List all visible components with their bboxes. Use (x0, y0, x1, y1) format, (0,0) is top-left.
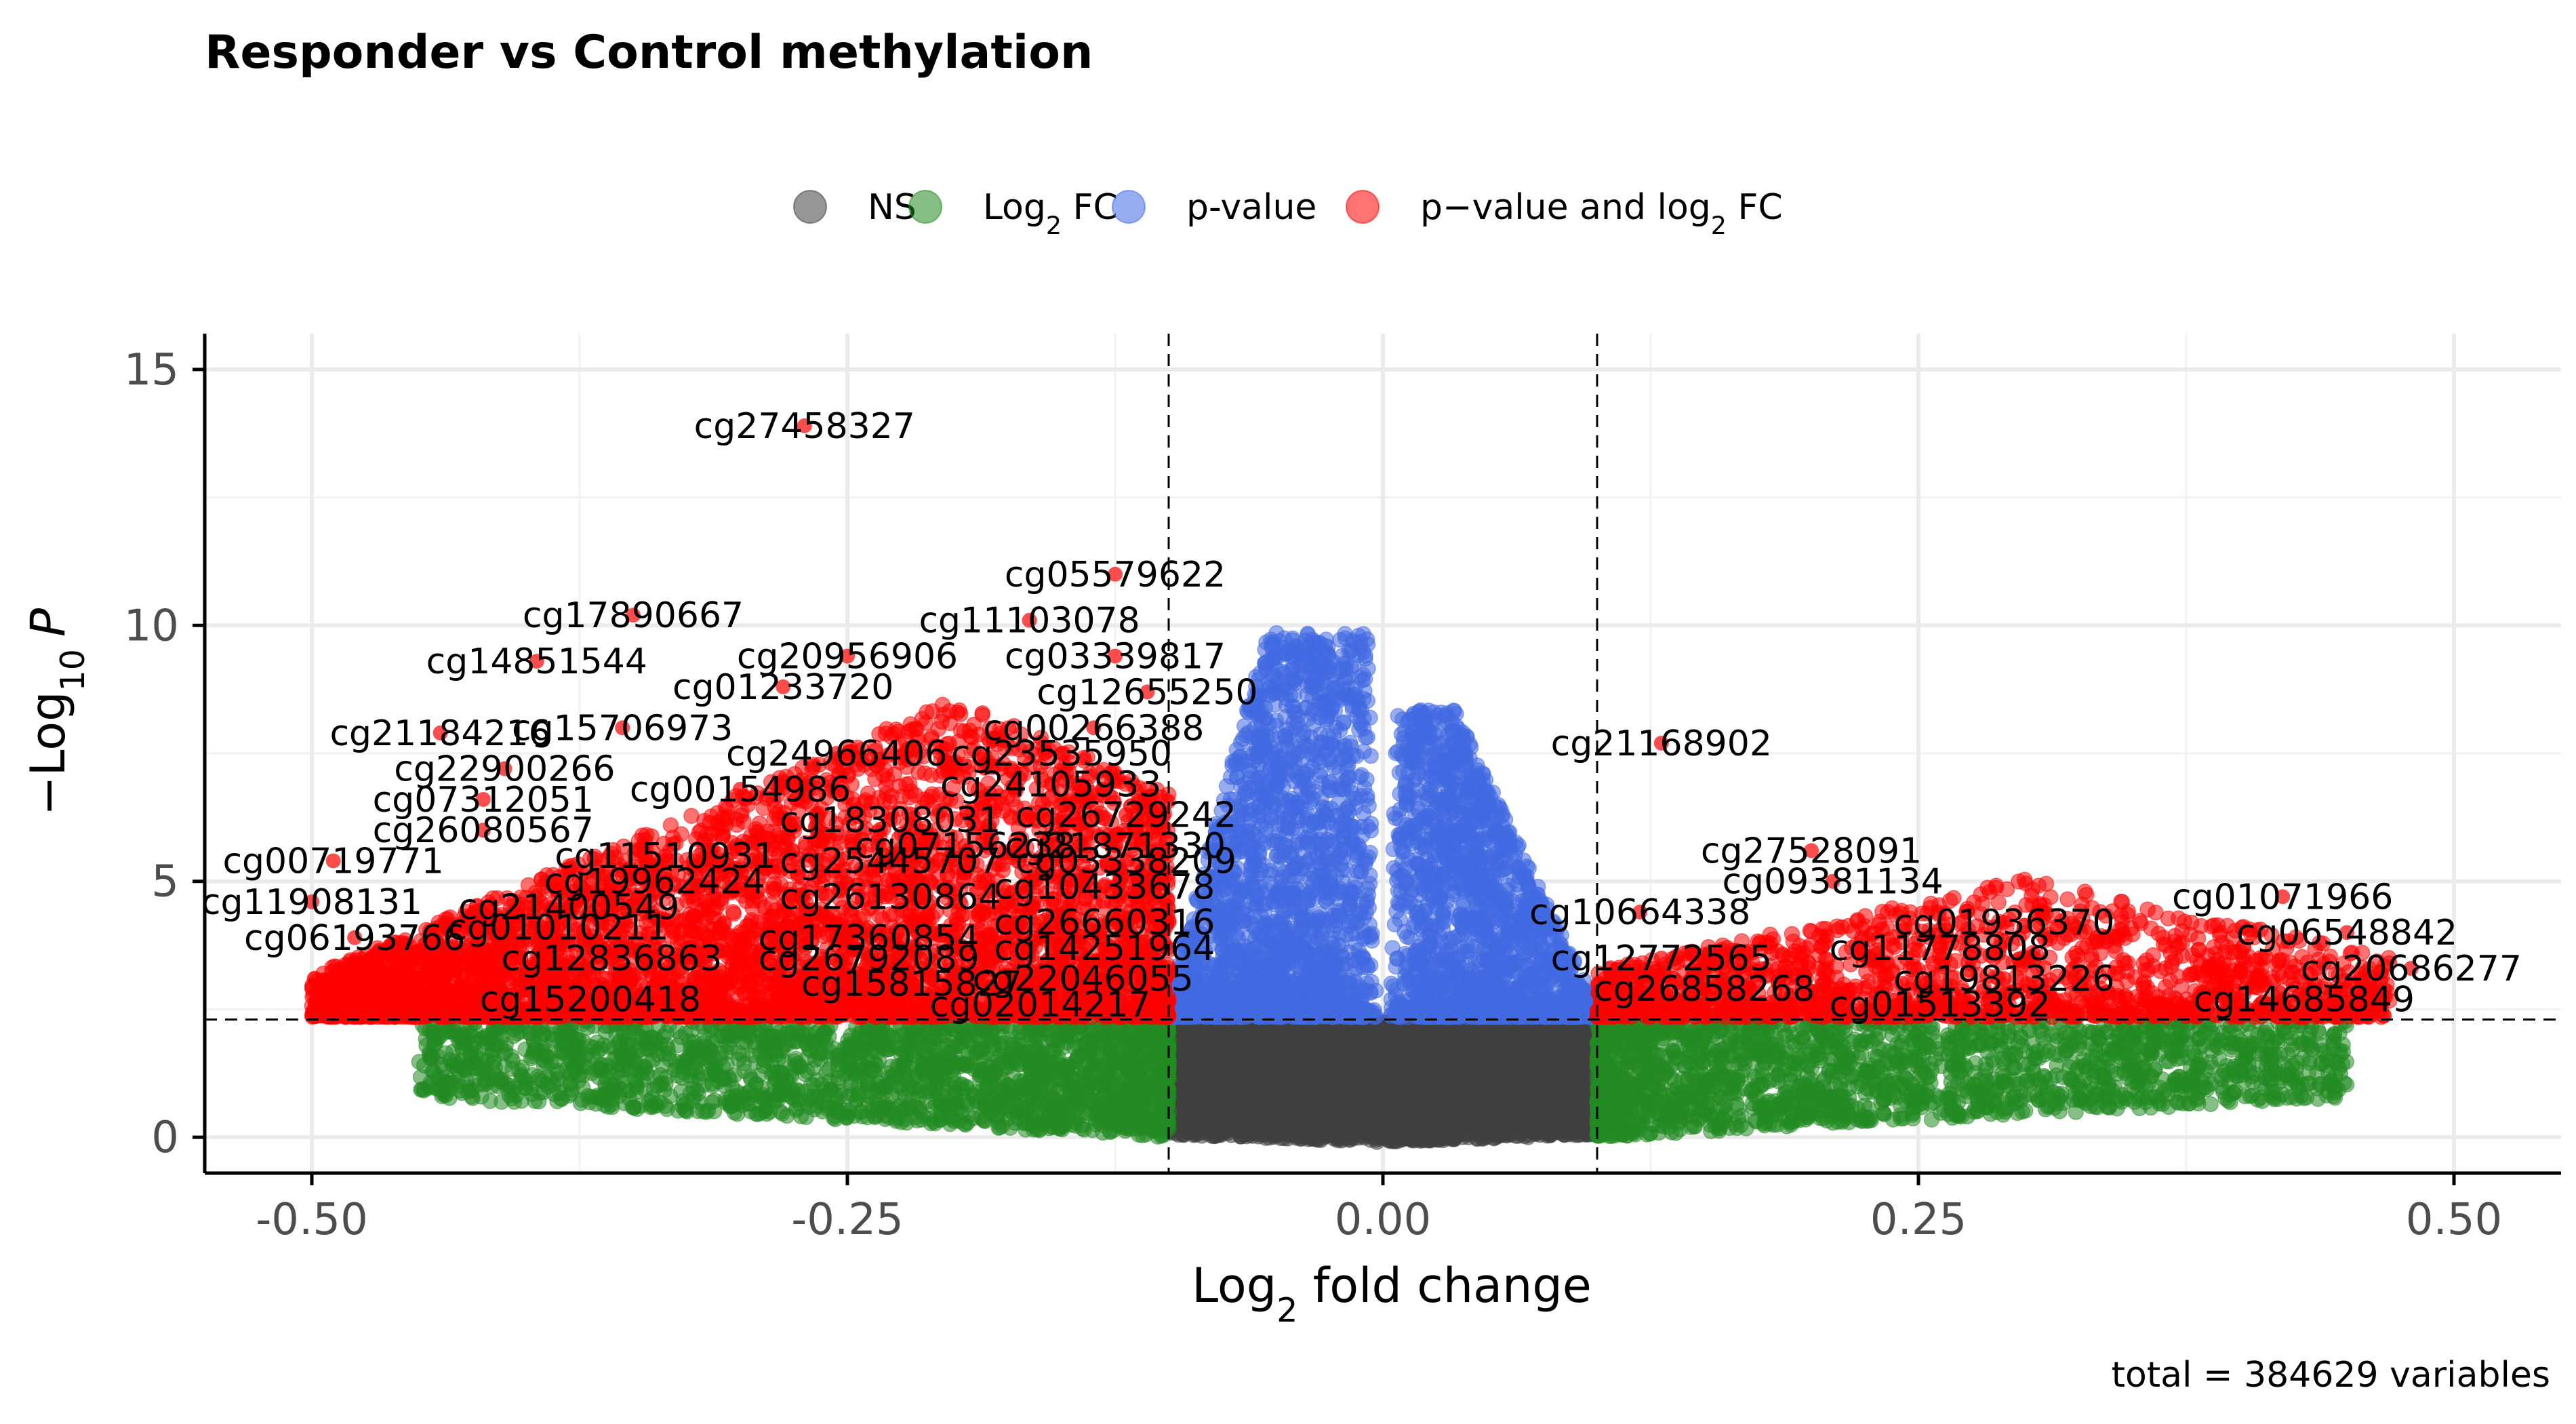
legend-key-fc (908, 190, 942, 224)
point-ns (1406, 1122, 1422, 1139)
points-ns (1161, 1014, 1605, 1150)
point-ns (1383, 1102, 1400, 1119)
legend: NS Log2 FC p-value p−value and log2 FC (793, 187, 1783, 240)
point-ns (1328, 1112, 1344, 1129)
legend-item-p: p-value (1112, 187, 1316, 228)
legend-item-fc: Log2 FC (908, 187, 1118, 240)
legend-item-ns: NS (793, 187, 917, 228)
legend-key-both (1346, 190, 1380, 224)
legend-label-p: p-value (1186, 187, 1316, 228)
legend-label-both: p−value and log2 FC (1420, 187, 1783, 240)
grid (205, 334, 2561, 1173)
legend-key-p (1112, 190, 1146, 224)
legend-label-fc: Log2 FC (983, 187, 1118, 240)
legend-item-both: p−value and log2 FC (1346, 187, 1783, 240)
chart-title: Responder vs Control methylation (205, 26, 1093, 79)
legend-label-ns: NS (868, 187, 917, 228)
legend-key-ns (793, 190, 827, 224)
